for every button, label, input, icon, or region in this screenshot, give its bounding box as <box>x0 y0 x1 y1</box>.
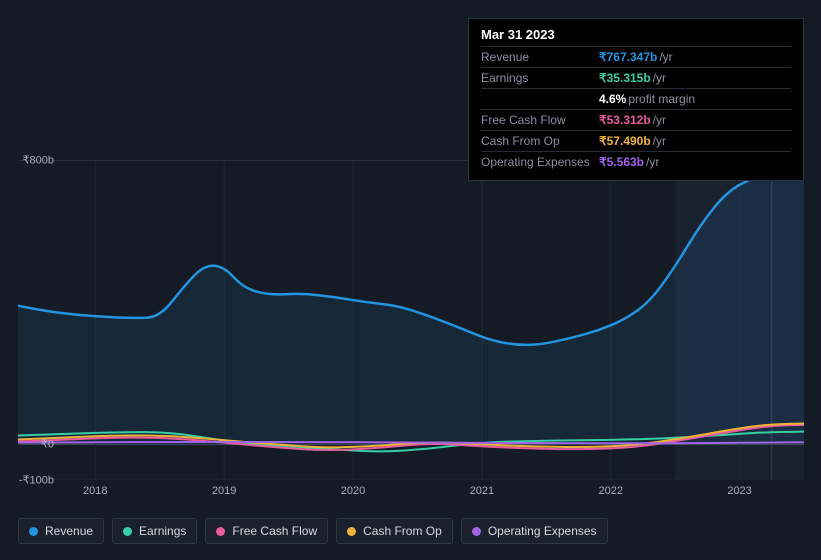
tooltip-extra: profit margin <box>628 92 695 106</box>
legend-item[interactable]: Earnings <box>112 518 197 544</box>
tooltip-unit: /yr <box>653 113 666 127</box>
x-axis-tick: 2023 <box>727 485 751 497</box>
tooltip-date: Mar 31 2023 <box>481 27 791 42</box>
tooltip-unit: /yr <box>653 71 666 85</box>
tooltip-unit: /yr <box>646 155 659 169</box>
tooltip-metric-label: Operating Expenses <box>481 155 599 169</box>
legend-swatch-icon <box>347 527 356 536</box>
x-axis-tick: 2022 <box>598 485 622 497</box>
legend-label: Operating Expenses <box>488 524 597 538</box>
legend-label: Cash From Op <box>363 524 442 538</box>
financials-chart[interactable]: ₹800b₹0-₹100b <box>18 160 804 480</box>
x-axis-tick: 2020 <box>341 485 365 497</box>
legend-swatch-icon <box>123 527 132 536</box>
x-axis-tick: 2019 <box>212 485 236 497</box>
legend-swatch-icon <box>216 527 225 536</box>
tooltip-unit: /yr <box>653 134 666 148</box>
tooltip-unit: /yr <box>659 50 672 64</box>
legend-swatch-icon <box>472 527 481 536</box>
legend-item[interactable]: Cash From Op <box>336 518 453 544</box>
tooltip-row: Operating Expenses₹5.563b /yr <box>481 151 791 172</box>
x-axis-tick: 2018 <box>83 485 107 497</box>
tooltip-metric-value: ₹35.315b <box>599 71 651 85</box>
chart-legend: Revenue Earnings Free Cash Flow Cash From O… <box>18 518 608 544</box>
legend-label: Revenue <box>45 524 93 538</box>
tooltip-row: Earnings₹35.315b /yr <box>481 67 791 88</box>
legend-item[interactable]: Operating Expenses <box>461 518 608 544</box>
plot-svg <box>18 160 804 480</box>
legend-swatch-icon <box>29 527 38 536</box>
x-axis-tick: 2021 <box>470 485 494 497</box>
tooltip-metric-label: Earnings <box>481 71 599 85</box>
tooltip-row: Revenue₹767.347b /yr <box>481 46 791 67</box>
tooltip-metric-label: Cash From Op <box>481 134 599 148</box>
tooltip-row: 4.6% profit margin <box>481 88 791 109</box>
tooltip-metric-value: ₹57.490b <box>599 134 651 148</box>
tooltip-row: Free Cash Flow₹53.312b /yr <box>481 109 791 130</box>
tooltip-row: Cash From Op₹57.490b /yr <box>481 130 791 151</box>
legend-item[interactable]: Free Cash Flow <box>205 518 328 544</box>
tooltip-metric-label: Revenue <box>481 50 599 64</box>
tooltip-metric-label: Free Cash Flow <box>481 113 599 127</box>
legend-item[interactable]: Revenue <box>18 518 104 544</box>
y-axis-tick: ₹0 <box>14 438 58 451</box>
y-axis-tick: ₹800b <box>14 154 58 167</box>
legend-label: Earnings <box>139 524 186 538</box>
tooltip-metric-value: ₹767.347b <box>599 50 657 64</box>
chart-tooltip: Mar 31 2023 Revenue₹767.347b /yrEarnings… <box>468 18 804 181</box>
tooltip-metric-value: ₹53.312b <box>599 113 651 127</box>
tooltip-metric-value: 4.6% <box>599 92 626 106</box>
legend-label: Free Cash Flow <box>232 524 317 538</box>
tooltip-metric-value: ₹5.563b <box>599 155 644 169</box>
